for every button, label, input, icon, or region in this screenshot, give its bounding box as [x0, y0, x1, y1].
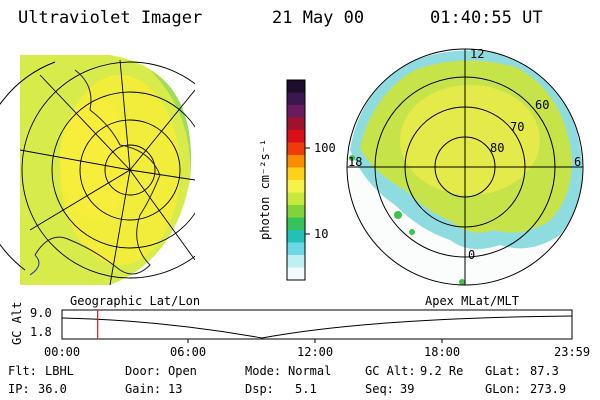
orbit-x-label-0600: 06:00: [170, 345, 207, 359]
lat-label-60: 60: [535, 98, 550, 112]
left-meridian-7: [129, 169, 195, 261]
colorbar-segment: [287, 242, 305, 256]
orbit-x-label-2359: 23:59: [554, 345, 591, 359]
left-map-label: Geographic Lat/Lon: [70, 294, 201, 308]
left-map-glow-core: [60, 100, 130, 220]
orbit-axis-label: GC Alt: [10, 301, 24, 345]
apex-map: [346, 48, 584, 286]
right-map-spot-3: [349, 155, 355, 161]
orbit-x-label-1200: 12:00: [297, 345, 334, 359]
info-key-door: Door:: [125, 364, 162, 378]
colorbar-segment: [287, 192, 305, 206]
colorbar-label-10: 10: [314, 227, 329, 241]
mlt-label-6: 6: [574, 155, 582, 169]
left-lat-circle-4: [21, 61, 195, 279]
info-value-ip: 36.0: [38, 382, 67, 396]
info-value-glon: 273.9: [530, 382, 567, 396]
left-meridian-2: [119, 59, 131, 171]
info-value-glat: 87.3: [530, 364, 559, 378]
colorbar-unit-label: photon cm⁻²s⁻¹: [258, 138, 272, 240]
info-value-gcalt: 9.2 Re: [420, 364, 464, 378]
colorbar-segment: [287, 267, 305, 281]
info-key-ip: IP:: [8, 382, 30, 396]
mlt-label-18: 18: [348, 155, 363, 169]
info-value-seq: 39: [400, 382, 415, 396]
colorbar-segment: [287, 117, 305, 131]
info-key-gcalt: GC Alt:: [365, 364, 416, 378]
orbit-plot: [61, 309, 573, 343]
colorbar-segment: [287, 155, 305, 168]
colorbar-segment: [287, 80, 305, 93]
info-key-gain: Gain:: [125, 382, 162, 396]
info-key-glon: GLon:: [485, 382, 522, 396]
orbit-y-tick-9: 9.0: [30, 306, 52, 320]
orbit-y-tick-1-8: 1.8: [30, 325, 52, 339]
lat-label-80: 80: [490, 141, 505, 155]
colorbar-segment: [287, 142, 305, 156]
time-label: 01:40:55 UT: [430, 8, 543, 28]
coastline-blue: [29, 254, 40, 276]
colorbar-segment: [287, 105, 305, 118]
left-lat-circle-3: [51, 91, 195, 249]
orbit-plot-frame: [61, 309, 573, 340]
mlt-label-0: 0: [468, 248, 476, 262]
colorbar-segment: [287, 180, 305, 193]
left-lat-circle-1: [104, 144, 156, 196]
lat-label-70: 70: [510, 120, 525, 134]
info-value-mode: Normal: [288, 364, 332, 378]
left-meridian-8: [129, 169, 195, 181]
left-meridian-5: [29, 169, 131, 231]
colorbar-segment: [287, 92, 305, 106]
info-key-flt: Flt:: [8, 364, 37, 378]
colorbar-segment: [287, 255, 305, 268]
instrument-title: Ultraviolet Imager: [18, 8, 203, 28]
info-key-mode: Mode:: [245, 364, 282, 378]
colorbar-segment: [287, 217, 305, 231]
date-label: 21 May 00: [272, 8, 365, 28]
colorbar-segment: [287, 205, 305, 218]
colorbar-segment: [287, 230, 305, 243]
left-meridian-3: [129, 89, 195, 171]
right-map-spot-2: [409, 229, 415, 235]
left-meridian-4: [20, 149, 131, 171]
geographic-map: [0, 55, 195, 285]
colorbar-segment: [287, 167, 305, 181]
left-meridian-1: [39, 74, 131, 171]
orbit-x-label-0000: 00:00: [44, 345, 81, 359]
right-map-spot-1: [394, 211, 402, 219]
info-key-seq: Seq:: [365, 382, 394, 396]
left-meridian-6: [109, 169, 131, 285]
mlt-label-12: 12: [470, 47, 485, 61]
colorbar-label-100: 100: [314, 141, 336, 155]
right-map-spot-4: [459, 279, 465, 285]
info-value-gain: 13: [168, 382, 183, 396]
colorbar-segment: [287, 130, 305, 143]
info-value-dsp: 5.1: [295, 382, 317, 396]
colorbar: [286, 79, 306, 281]
colorbar-frame: [286, 79, 306, 281]
info-key-glat: GLat:: [485, 364, 522, 378]
left-lat-circle-2: [79, 119, 181, 221]
left-outer-arc: [0, 61, 56, 271]
orbit-altitude-curve: [61, 315, 573, 339]
info-value-flt: LBHL: [45, 364, 74, 378]
orbit-x-label-1800: 18:00: [424, 345, 461, 359]
coastline-outline: [34, 69, 161, 275]
info-value-door: Open: [168, 364, 197, 378]
info-key-dsp: Dsp:: [245, 382, 274, 396]
right-map-label: Apex MLat/MLT: [425, 294, 519, 308]
